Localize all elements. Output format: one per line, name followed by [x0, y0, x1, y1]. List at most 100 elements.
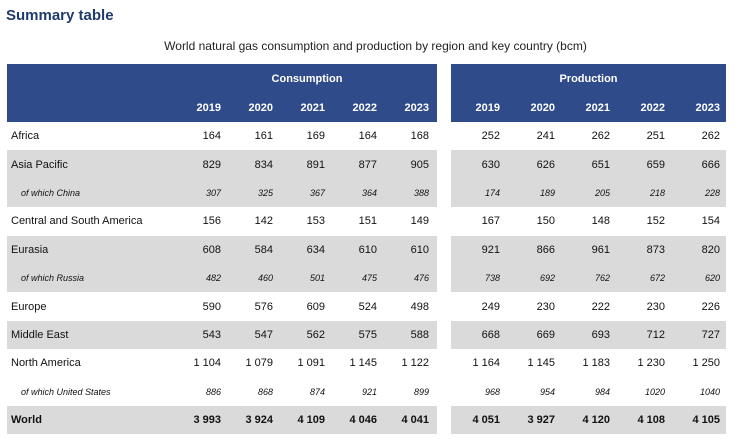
- table-row: 167 150 148 152 154: [451, 207, 726, 235]
- consumption-value: 829: [177, 150, 229, 179]
- consumption-value: 3 993: [177, 405, 229, 435]
- consumption-value: 874: [309, 386, 325, 397]
- consumption-value: 161: [254, 130, 273, 143]
- table-row: World 3 993 3 924 4 109 4 046 4 041: [7, 405, 437, 435]
- table-row: North America 1 104 1 079 1 091 1 145 1 122: [7, 349, 437, 377]
- table-row: 630 626 651 659 666: [451, 150, 726, 179]
- table-row: 738 692 762 672 620: [451, 263, 726, 293]
- consumption-value: 877: [333, 150, 385, 179]
- consumption-value: 834: [229, 150, 281, 179]
- row-label: Eurasia: [7, 235, 177, 264]
- consumption-value: 156: [202, 215, 221, 228]
- production-value: 659: [616, 150, 671, 179]
- consumption-value: 1 145: [349, 357, 377, 370]
- row-label: of which United States: [21, 386, 111, 397]
- production-value: 1020: [644, 386, 665, 397]
- production-value: 666: [671, 150, 726, 179]
- consumption-value: 3 924: [229, 405, 281, 435]
- consumption-value: 608: [177, 235, 229, 264]
- production-value: 1 145: [527, 357, 555, 370]
- production-value: 174: [451, 178, 506, 208]
- production-year-header: 2022: [616, 94, 671, 122]
- consumption-value: 164: [358, 130, 377, 143]
- consumption-value: 325: [229, 178, 281, 208]
- consumption-value: 547: [229, 320, 281, 350]
- consumption-value: 476: [385, 263, 437, 293]
- header-spacer: [7, 94, 177, 122]
- production-value: 167: [481, 215, 500, 228]
- production-value: 693: [561, 320, 616, 350]
- production-value: 626: [506, 150, 561, 179]
- production-value: 262: [591, 130, 610, 143]
- consumption-value: 1 079: [245, 357, 273, 370]
- consumption-value: 142: [254, 215, 273, 228]
- consumption-value: 168: [410, 130, 429, 143]
- consumption-value: 364: [333, 178, 385, 208]
- consumption-value: 4 046: [333, 405, 385, 435]
- production-value: 4 051: [451, 405, 506, 435]
- production-value: 669: [506, 320, 561, 350]
- production-value: 222: [591, 300, 610, 313]
- consumption-value: 609: [306, 300, 325, 313]
- row-label: Middle East: [7, 320, 177, 350]
- header-spacer: [7, 64, 177, 94]
- production-value: 954: [539, 386, 555, 397]
- production-value: 218: [616, 178, 671, 208]
- production-value: 738: [451, 263, 506, 293]
- table-row: of which Russia 482 460 501 475 476: [7, 263, 437, 293]
- production-value: 251: [646, 130, 665, 143]
- row-label: Central and South America: [11, 215, 143, 228]
- production-value: 148: [591, 215, 610, 228]
- consumption-value: 584: [229, 235, 281, 264]
- production-value: 692: [506, 263, 561, 293]
- consumption-value: 475: [333, 263, 385, 293]
- production-year-header: 2020: [506, 94, 561, 122]
- row-label: World: [7, 405, 177, 435]
- production-value: 189: [506, 178, 561, 208]
- row-label: of which China: [7, 178, 177, 208]
- production-value: 1 164: [472, 357, 500, 370]
- consumption-value: 149: [410, 215, 429, 228]
- consumption-value: 169: [306, 130, 325, 143]
- consumption-year-header: 2019: [177, 94, 229, 122]
- production-value: 230: [646, 300, 665, 313]
- production-value: 866: [506, 235, 561, 264]
- table-row: Central and South America 156 142 153 151 149: [7, 207, 437, 235]
- consumption-value: 543: [177, 320, 229, 350]
- production-value: 228: [671, 178, 726, 208]
- table-row: 668 669 693 712 727: [451, 320, 726, 350]
- consumption-value: 590: [202, 300, 221, 313]
- row-label: Africa: [11, 130, 40, 143]
- consumption-value: 482: [177, 263, 229, 293]
- table-row: 1 164 1 145 1 183 1 230 1 250: [451, 349, 726, 377]
- production-value: 620: [671, 263, 726, 293]
- table-row: 249 230 222 230 226: [451, 292, 726, 320]
- production-year-header: 2023: [671, 94, 726, 122]
- consumption-value: 905: [385, 150, 437, 179]
- consumption-value: 4 041: [385, 405, 437, 435]
- production-value: 1 230: [637, 357, 665, 370]
- production-value: 1040: [699, 386, 720, 397]
- production-value: 762: [561, 263, 616, 293]
- table-row: 174 189 205 218 228: [451, 178, 726, 208]
- production-value: 226: [701, 300, 720, 313]
- production-value: 873: [616, 235, 671, 264]
- consumption-value: 891: [281, 150, 333, 179]
- table-row: 921 866 961 873 820: [451, 235, 726, 264]
- production-table: Production 2019 2020 2021 2022 2023 252 241 26…: [451, 64, 726, 435]
- table-row: Asia Pacific 829 834 891 877 905: [7, 150, 437, 179]
- table-row: Middle East 543 547 562 575 588: [7, 320, 437, 350]
- production-value: 152: [646, 215, 665, 228]
- consumption-value: 1 122: [401, 357, 429, 370]
- production-value: 230: [536, 300, 555, 313]
- table-row: of which United States 886 868 874 921 899: [7, 378, 437, 406]
- table-row: 968 954 984 1020 1040: [451, 378, 726, 406]
- table-row: Eurasia 608 584 634 610 610: [7, 235, 437, 264]
- row-label: of which Russia: [7, 263, 177, 293]
- consumption-year-header: 2021: [281, 94, 333, 122]
- page-title: Summary table: [6, 7, 114, 24]
- production-value: 4 120: [561, 405, 616, 435]
- consumption-value: 634: [281, 235, 333, 264]
- row-label: Asia Pacific: [7, 150, 177, 179]
- consumption-value: 562: [281, 320, 333, 350]
